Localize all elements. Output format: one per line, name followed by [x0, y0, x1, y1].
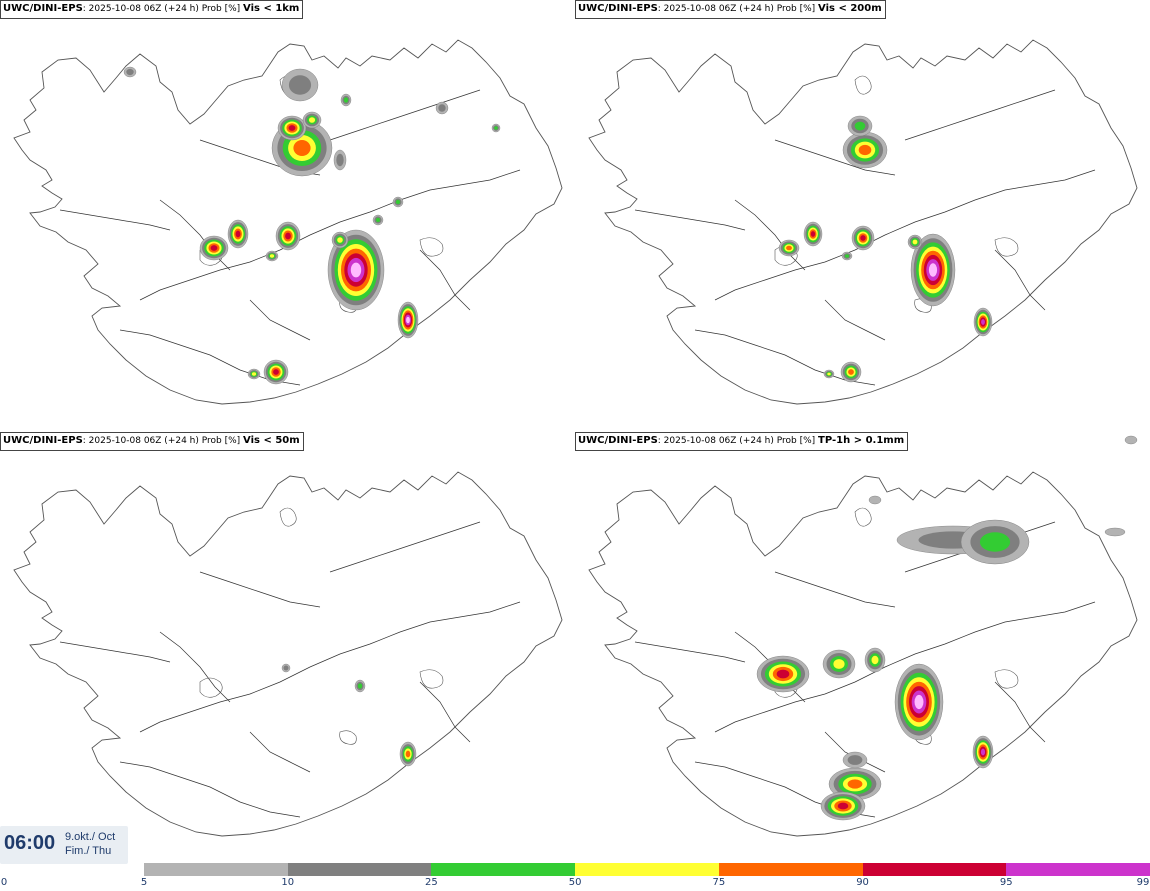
- prob-contour: [405, 750, 411, 758]
- prob-contour: [350, 262, 362, 278]
- colorbar-label: 0: [0, 877, 8, 888]
- prob-contour: [980, 748, 986, 756]
- prob-contour: [786, 245, 792, 251]
- prob-contour: [343, 97, 349, 103]
- valid-time-box: 06:00 9.okt./ Oct Fim./ Thu: [0, 826, 128, 864]
- prob-contour: [337, 237, 343, 243]
- colorbar-label: 10: [281, 877, 295, 888]
- prob-contour: [269, 254, 275, 258]
- prob-contour: [833, 659, 845, 669]
- colorbar-segment: [144, 863, 288, 876]
- prob-contour: [1104, 527, 1126, 537]
- colorbar-label: 95: [999, 877, 1013, 888]
- colorbar-legend: 0 5 10 25 50 75 90 95 99: [0, 862, 1150, 891]
- probability-field: [281, 663, 417, 767]
- prob-contour: [438, 104, 446, 112]
- road-network: [634, 75, 1096, 386]
- prob-contour: [288, 125, 296, 131]
- prob-contour: [395, 199, 401, 205]
- prob-contour: [285, 232, 291, 240]
- panel-title: UWC/DINI-EPS: 2025-10-08 06Z (+24 h) Pro…: [575, 0, 886, 19]
- valid-date-line1: 9.okt./ Oct: [65, 831, 116, 843]
- prob-contour: [357, 683, 363, 689]
- prob-contour: [406, 316, 410, 324]
- road-network: [59, 507, 521, 818]
- panel-title: UWC/DINI-EPS: 2025-10-08 06Z (+24 h) Pro…: [0, 432, 304, 451]
- iceland-map: [13, 471, 563, 837]
- prob-contour: [871, 655, 879, 665]
- prob-contour: [210, 245, 218, 251]
- map-panel-vis-50m: UWC/DINI-EPS: 2025-10-08 06Z (+24 h) Pro…: [0, 432, 575, 862]
- colorbar-label: 99: [1136, 877, 1150, 888]
- prob-contour: [288, 75, 312, 95]
- prob-contour: [126, 68, 134, 76]
- prob-contour: [273, 369, 279, 375]
- prob-contour: [810, 231, 816, 237]
- colorbar-label: 75: [712, 877, 726, 888]
- prob-contour: [912, 239, 918, 245]
- valid-time: 06:00: [4, 832, 56, 854]
- iceland-map: [13, 39, 563, 405]
- prob-contour: [251, 372, 257, 376]
- prob-contour: [827, 372, 831, 376]
- prob-contour: [776, 669, 790, 679]
- prob-contour: [979, 532, 1011, 552]
- prob-contour: [375, 217, 381, 223]
- colorbar-segment: [287, 863, 432, 876]
- map-panel-vis-200m: UWC/DINI-EPS: 2025-10-08 06Z (+24 h) Pro…: [575, 0, 1150, 430]
- colorbar-segment: [718, 863, 863, 876]
- probability-field: [123, 66, 501, 385]
- prob-contour: [847, 779, 863, 789]
- prob-contour: [928, 263, 938, 277]
- prob-contour: [914, 694, 924, 710]
- map-panel-vis-1km: UWC/DINI-EPS: 2025-10-08 06Z (+24 h) Pro…: [0, 0, 575, 430]
- probability-field: [756, 435, 1138, 821]
- probability-field: [778, 115, 993, 383]
- panel-title: UWC/DINI-EPS: 2025-10-08 06Z (+24 h) Pro…: [0, 0, 304, 19]
- valid-date-line2: Fim./ Thu: [65, 845, 112, 857]
- panel-title: UWC/DINI-EPS: 2025-10-08 06Z (+24 h) Pro…: [575, 432, 909, 451]
- colorbar-label: 50: [568, 877, 582, 888]
- map-panel-precip: UWC/DINI-EPS: 2025-10-08 06Z (+24 h) Pro…: [575, 432, 1150, 862]
- prob-contour: [235, 230, 241, 238]
- colorbar-label: 5: [140, 877, 148, 888]
- prob-contour: [981, 319, 985, 325]
- prob-contour: [868, 495, 882, 505]
- iceland-map: [588, 39, 1138, 405]
- colorbar-segment: [431, 863, 576, 876]
- prob-contour: [336, 153, 344, 167]
- prob-contour: [847, 755, 863, 765]
- prob-contour: [283, 665, 289, 671]
- prob-contour: [848, 369, 854, 375]
- iceland-coastline: [13, 471, 563, 837]
- prob-contour: [293, 140, 311, 156]
- colorbar-segment: [1006, 863, 1150, 876]
- prob-contour: [854, 121, 866, 131]
- prob-contour: [844, 254, 850, 258]
- iceland-coastline: [588, 39, 1138, 405]
- prob-contour: [860, 235, 866, 241]
- colorbar-segment: [862, 863, 1007, 876]
- colorbar-label: 25: [425, 877, 438, 888]
- valid-date: 9.okt./ Oct Fim./ Thu: [65, 830, 115, 858]
- prob-contour: [837, 802, 849, 810]
- iceland-map: [588, 435, 1138, 837]
- prob-contour: [308, 117, 316, 123]
- prob-contour: [1124, 435, 1138, 445]
- colorbar-segment: [575, 863, 719, 876]
- colorbar-label: 90: [856, 877, 869, 888]
- prob-contour: [494, 126, 498, 130]
- prob-contour: [858, 144, 872, 156]
